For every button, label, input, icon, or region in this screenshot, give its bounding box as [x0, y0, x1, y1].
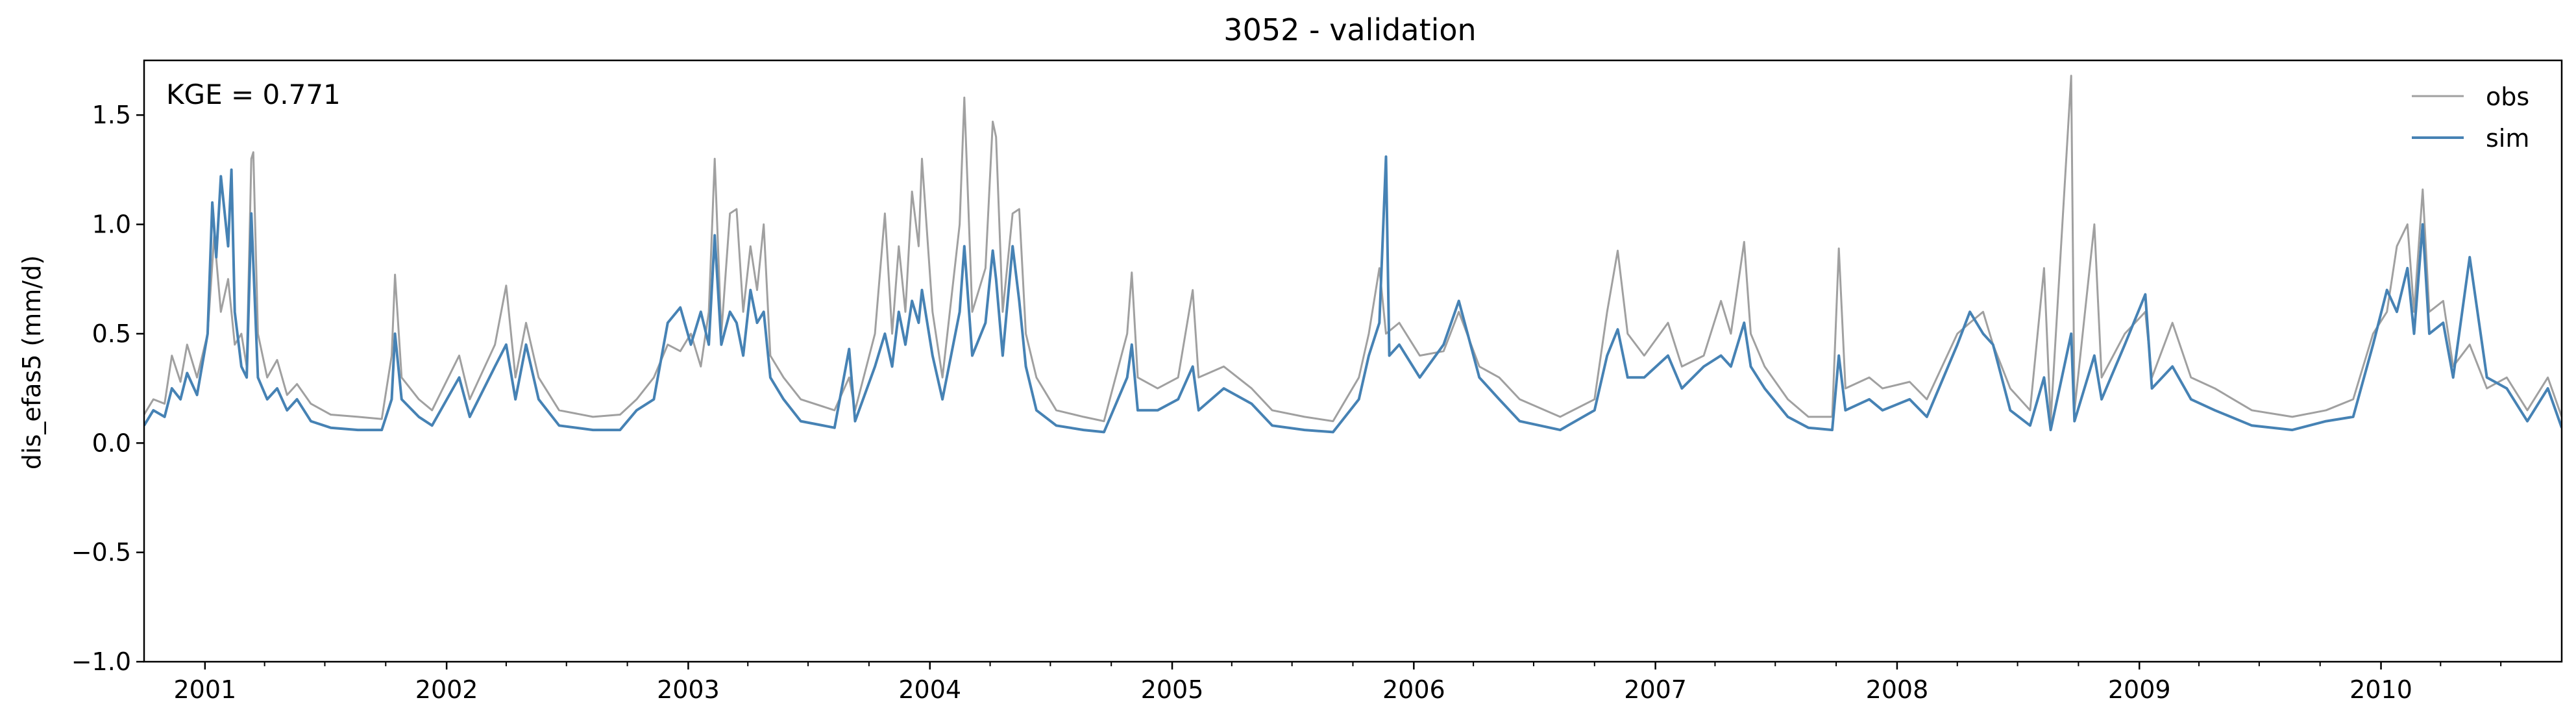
y-tick-label: 1.0 — [92, 210, 131, 239]
y-tick-label: −0.5 — [71, 538, 131, 567]
chart-title: 3052 - validation — [1223, 12, 1476, 47]
x-tick-label: 2002 — [415, 675, 478, 704]
x-tick-label: 2009 — [2108, 675, 2171, 704]
x-tick-label: 2008 — [1866, 675, 1929, 704]
y-tick-label: −1.0 — [71, 647, 131, 676]
x-axis: 2001 2002 2003 2004 2005 2006 2007 2008 2009 2010 — [173, 662, 2502, 704]
x-tick-label: 2003 — [657, 675, 720, 704]
plot-frame — [143, 59, 2563, 663]
x-tick-label: 2001 — [173, 675, 236, 704]
kge-annotation: KGE = 0.771 — [166, 79, 341, 110]
y-tick-label: 0.5 — [92, 319, 131, 348]
legend-obs-label: obs — [2486, 82, 2529, 111]
y-axis: −1.0 −0.5 0.0 0.5 1.0 1.5 — [71, 101, 144, 676]
x-tick-label: 2006 — [1382, 675, 1445, 704]
y-axis-label: dis_efas5 (mm/d) — [18, 255, 46, 469]
legend-sim-label: sim — [2486, 124, 2529, 153]
legend: obs sim — [2412, 82, 2529, 153]
x-tick-label: 2007 — [1624, 675, 1687, 704]
series-layer — [144, 75, 2562, 434]
series-line-obs — [144, 75, 2562, 423]
series-line-sim — [144, 155, 2562, 434]
y-tick-label: 1.5 — [92, 101, 131, 129]
y-tick-label: 0.0 — [92, 429, 131, 457]
x-tick-label: 2004 — [898, 675, 961, 704]
x-tick-label: 2005 — [1141, 675, 1204, 704]
x-tick-label: 2010 — [2349, 675, 2412, 704]
